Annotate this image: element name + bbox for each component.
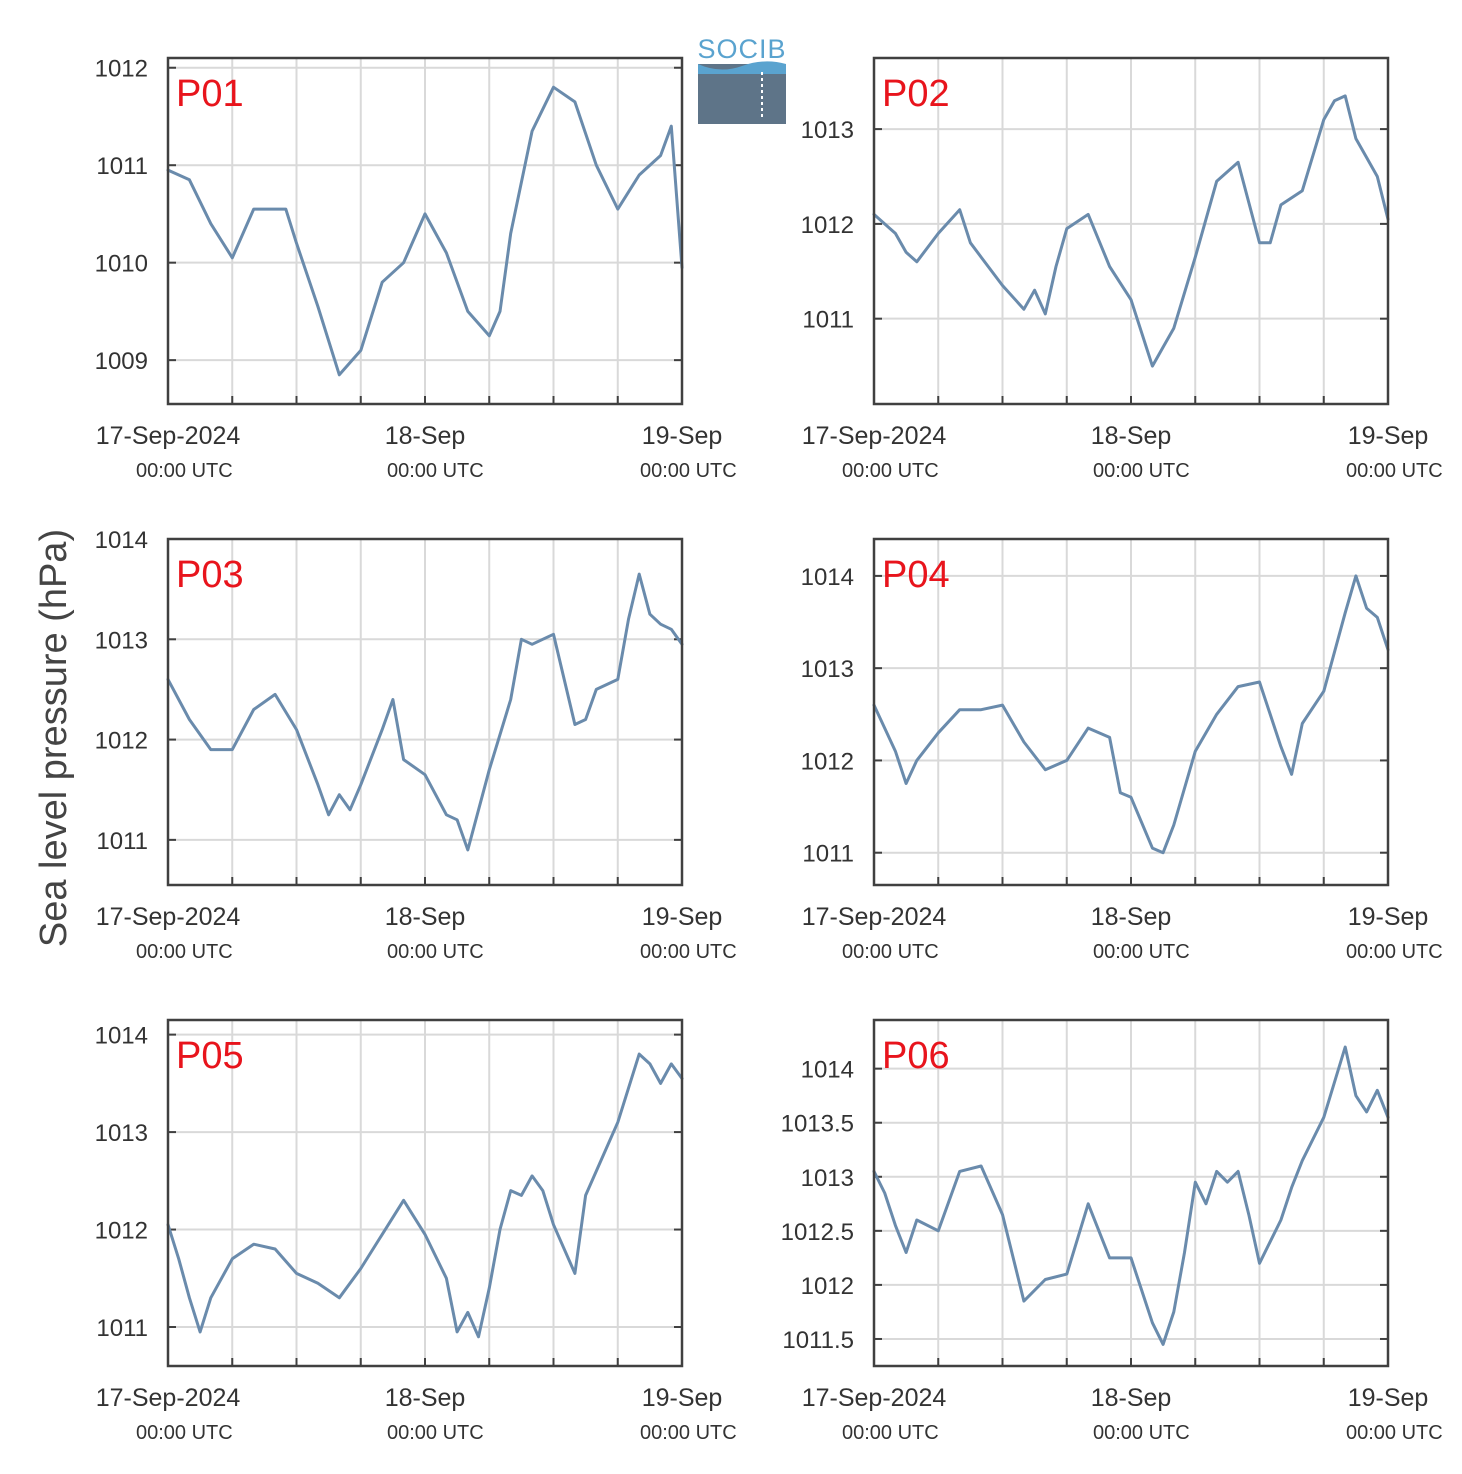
x-tick-sublabel: 00:00 UTC bbox=[1346, 1422, 1443, 1444]
x-tick-sublabel: 00:00 UTC bbox=[640, 941, 737, 963]
panel-p04: 1011 1012 1013 1014 P04 17-Sep-2024 00:00 UTC 1… bbox=[801, 537, 1443, 963]
series-line bbox=[166, 1052, 684, 1339]
panel-label: P05 bbox=[176, 1035, 244, 1077]
x-tick-sublabel: 00:00 UTC bbox=[387, 460, 484, 482]
y-tick-label: 1012 bbox=[95, 1218, 148, 1245]
y-tick-label: 1013 bbox=[801, 1165, 854, 1192]
series-line bbox=[872, 574, 1390, 855]
x-tick-sublabel: 00:00 UTC bbox=[842, 1422, 939, 1444]
x-tick-sublabel: 00:00 UTC bbox=[1346, 460, 1443, 482]
x-tick-label: 19-Sep bbox=[642, 1384, 723, 1412]
panel-p06: 1011.5 1012 1012.5 1013 1013.5 1014 P06 17-Sep-… bbox=[781, 1018, 1443, 1444]
x-tick-label: 19-Sep bbox=[642, 903, 723, 931]
y-tick-label: 1012 bbox=[801, 748, 854, 775]
y-tick-label: 1011.5 bbox=[782, 1327, 854, 1354]
x-tick-label: 18-Sep bbox=[385, 903, 466, 931]
x-tick-label: 17-Sep-2024 bbox=[802, 1384, 947, 1412]
y-tick-label: 1012 bbox=[95, 56, 148, 83]
x-tick-label: 19-Sep bbox=[642, 422, 723, 450]
x-tick-sublabel: 00:00 UTC bbox=[136, 1422, 233, 1444]
y-tick-label: 1011 bbox=[802, 307, 854, 334]
y-tick-label: 1013 bbox=[95, 1120, 148, 1147]
x-tick-label: 19-Sep bbox=[1348, 1384, 1429, 1412]
x-tick-sublabel: 00:00 UTC bbox=[1093, 941, 1190, 963]
panel-label: P04 bbox=[882, 554, 950, 596]
panel-label: P01 bbox=[176, 73, 244, 115]
x-tick-label: 17-Sep-2024 bbox=[802, 903, 947, 931]
x-tick-label: 19-Sep bbox=[1348, 422, 1429, 450]
y-tick-label: 1011 bbox=[96, 153, 148, 180]
plot-frame bbox=[166, 1018, 684, 1368]
x-tick-label: 18-Sep bbox=[1091, 1384, 1172, 1412]
x-tick-label: 17-Sep-2024 bbox=[96, 903, 241, 931]
series-line bbox=[166, 85, 684, 377]
panel-label: P03 bbox=[176, 554, 244, 596]
x-tick-sublabel: 00:00 UTC bbox=[842, 941, 939, 963]
panel-label: P02 bbox=[882, 73, 950, 115]
x-tick-sublabel: 00:00 UTC bbox=[387, 941, 484, 963]
y-tick-label: 1013.5 bbox=[781, 1111, 854, 1138]
plot-frame bbox=[166, 537, 684, 887]
series-line bbox=[166, 572, 684, 852]
socib-logo-wave-top bbox=[698, 61, 786, 74]
plot-frame bbox=[166, 56, 684, 406]
panel-p02: 1011 1012 1013 P02 17-Sep-2024 00:00 UTC 18-Se… bbox=[801, 56, 1443, 482]
y-tick-label: 1012 bbox=[95, 728, 148, 755]
x-tick-sublabel: 00:00 UTC bbox=[1093, 460, 1190, 482]
series-line bbox=[872, 1045, 1390, 1346]
y-tick-label: 1014 bbox=[801, 564, 854, 591]
x-tick-label: 18-Sep bbox=[385, 422, 466, 450]
y-tick-label: 1012 bbox=[801, 212, 854, 239]
panel-label: P06 bbox=[882, 1035, 950, 1077]
plot-frame bbox=[872, 56, 1390, 406]
y-tick-label: 1009 bbox=[95, 348, 148, 375]
plot-frame bbox=[872, 1018, 1390, 1368]
plot-frame bbox=[872, 537, 1390, 887]
panel-p01: 1009 1010 1011 1012 P01 17-Sep-2024 00:00 UTC 1… bbox=[95, 56, 737, 482]
socib-logo: SOCIB bbox=[697, 34, 786, 124]
y-tick-label: 1011 bbox=[802, 841, 854, 868]
y-tick-label: 1014 bbox=[95, 1023, 148, 1050]
x-tick-sublabel: 00:00 UTC bbox=[136, 941, 233, 963]
x-tick-label: 17-Sep-2024 bbox=[96, 1384, 241, 1412]
y-tick-label: 1012 bbox=[801, 1273, 854, 1300]
y-tick-label: 1013 bbox=[95, 627, 148, 654]
y-tick-label: 1010 bbox=[95, 251, 148, 278]
x-tick-label: 18-Sep bbox=[385, 1384, 466, 1412]
x-tick-label: 18-Sep bbox=[1091, 422, 1172, 450]
x-tick-sublabel: 00:00 UTC bbox=[387, 1422, 484, 1444]
x-tick-sublabel: 00:00 UTC bbox=[1346, 941, 1443, 963]
x-tick-sublabel: 00:00 UTC bbox=[1093, 1422, 1190, 1444]
y-tick-label: 1014 bbox=[801, 1057, 854, 1084]
y-tick-label: 1012.5 bbox=[781, 1219, 854, 1246]
x-tick-sublabel: 00:00 UTC bbox=[842, 460, 939, 482]
x-tick-sublabel: 00:00 UTC bbox=[640, 460, 737, 482]
y-tick-label: 1011 bbox=[96, 1315, 148, 1342]
series-line bbox=[872, 94, 1390, 368]
x-tick-label: 19-Sep bbox=[1348, 903, 1429, 931]
socib-logo-text: SOCIB bbox=[697, 34, 786, 64]
y-tick-label: 1011 bbox=[96, 828, 148, 855]
x-tick-sublabel: 00:00 UTC bbox=[136, 460, 233, 482]
panel-p05: 1011 1012 1013 1014 P05 17-Sep-2024 00:00 UTC 1… bbox=[95, 1018, 737, 1444]
y-tick-label: 1014 bbox=[95, 527, 148, 554]
y-axis-label: Sea level pressure (hPa) bbox=[33, 529, 75, 947]
x-tick-label: 18-Sep bbox=[1091, 903, 1172, 931]
x-tick-sublabel: 00:00 UTC bbox=[640, 1422, 737, 1444]
x-tick-label: 17-Sep-2024 bbox=[96, 422, 241, 450]
panel-p03: 1011 1012 1013 1014 P03 17-Sep-2024 00:00 UTC 1… bbox=[95, 527, 737, 963]
x-tick-label: 17-Sep-2024 bbox=[802, 422, 947, 450]
y-tick-label: 1013 bbox=[801, 656, 854, 683]
y-tick-label: 1013 bbox=[801, 117, 854, 144]
